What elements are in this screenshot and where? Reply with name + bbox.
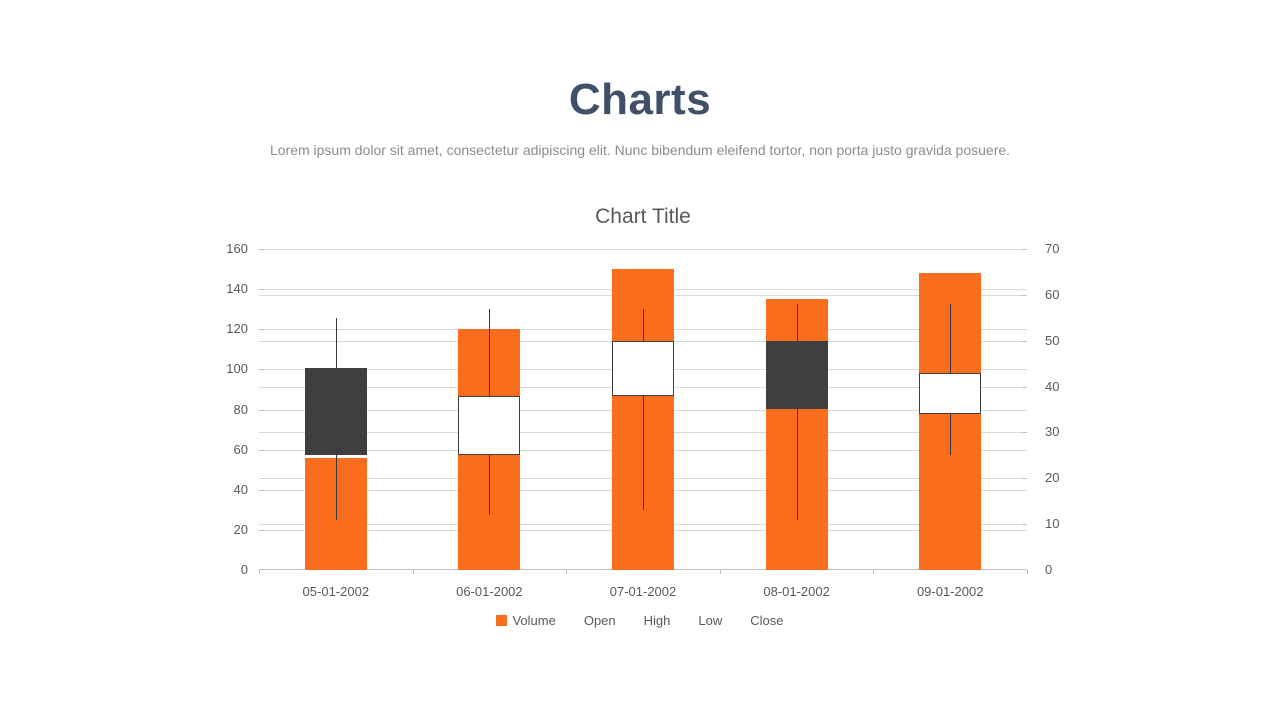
left-axis-label: 40 bbox=[233, 481, 248, 497]
right-axis-tick bbox=[1022, 294, 1027, 296]
left-axis-label: 80 bbox=[233, 401, 248, 417]
legend-label: Low bbox=[698, 613, 723, 628]
right-axis-tick bbox=[1022, 432, 1027, 434]
legend-label: Volume bbox=[512, 613, 556, 628]
left-axis-tick bbox=[259, 489, 264, 491]
left-axis-label: 120 bbox=[226, 321, 248, 337]
legend-item-high: High bbox=[644, 613, 671, 628]
legend-item-close: Close bbox=[750, 613, 783, 628]
left-axis-tick bbox=[259, 449, 264, 451]
right-axis-label: 60 bbox=[1045, 286, 1060, 302]
legend-label: Open bbox=[583, 613, 616, 628]
candle-up bbox=[612, 340, 674, 396]
category-tick bbox=[566, 570, 568, 574]
right-axis-tick bbox=[1022, 340, 1027, 342]
right-axis-label: 70 bbox=[1045, 241, 1060, 256]
category-tick bbox=[873, 570, 875, 574]
gridline-left-160 bbox=[259, 249, 1027, 250]
category-tick bbox=[259, 570, 260, 574]
category-tick bbox=[719, 570, 721, 574]
left-axis-label: 160 bbox=[226, 241, 248, 256]
candle-down bbox=[304, 368, 367, 456]
right-axis-label: 30 bbox=[1045, 424, 1060, 440]
left-axis-tick bbox=[259, 529, 264, 531]
chart-title: Chart Title bbox=[595, 205, 691, 228]
plot-area bbox=[259, 249, 1028, 574]
chart-legend: Volume Open High Low Close bbox=[0, 613, 1280, 628]
right-axis-label: 10 bbox=[1045, 516, 1060, 532]
x-axis-label: 05-01-2002 bbox=[302, 584, 370, 599]
legend-item-open: Open bbox=[584, 613, 616, 628]
legend-label: High bbox=[643, 613, 671, 628]
left-axis-label: 20 bbox=[233, 521, 248, 537]
left-axis-tick bbox=[259, 329, 264, 331]
legend-item-volume: Volume bbox=[496, 613, 556, 628]
right-axis-tick bbox=[1022, 478, 1027, 480]
left-axis-tick bbox=[259, 289, 264, 291]
left-axis-tick bbox=[259, 249, 264, 250]
right-axis-label: 20 bbox=[1045, 470, 1060, 486]
x-axis-label: 07-01-2002 bbox=[609, 584, 677, 599]
candle-up bbox=[919, 372, 982, 415]
page-subtitle: Lorem ipsum dolor sit amet, consectetur … bbox=[269, 142, 1011, 158]
x-axis-label: 09-01-2002 bbox=[916, 584, 984, 599]
right-axis-label: 50 bbox=[1045, 332, 1060, 348]
left-axis-label: 0 bbox=[240, 562, 248, 577]
page-title: Charts bbox=[568, 75, 712, 124]
left-axis-label: 140 bbox=[226, 281, 248, 297]
candle-down bbox=[765, 340, 828, 410]
candle-up bbox=[458, 395, 521, 456]
category-tick bbox=[1027, 570, 1028, 574]
legend-item-low: Low bbox=[698, 613, 722, 628]
right-axis-tick bbox=[1022, 386, 1027, 388]
left-axis-tick bbox=[259, 369, 264, 371]
category-tick bbox=[412, 570, 414, 574]
x-axis-label: 08-01-2002 bbox=[763, 584, 830, 599]
legend-label: Close bbox=[750, 613, 784, 628]
x-axis-label: 06-01-2002 bbox=[456, 584, 523, 599]
right-axis-label: 40 bbox=[1045, 378, 1060, 394]
left-axis-label: 60 bbox=[233, 441, 248, 457]
left-axis-tick bbox=[259, 409, 264, 411]
candle-wick bbox=[643, 308, 644, 511]
left-axis-label: 100 bbox=[226, 361, 248, 377]
right-axis-label: 0 bbox=[1045, 562, 1053, 577]
candle-wick bbox=[796, 304, 798, 520]
right-axis-tick bbox=[1022, 524, 1027, 526]
legend-swatch-icon bbox=[496, 615, 508, 626]
right-axis-tick bbox=[1022, 249, 1027, 250]
